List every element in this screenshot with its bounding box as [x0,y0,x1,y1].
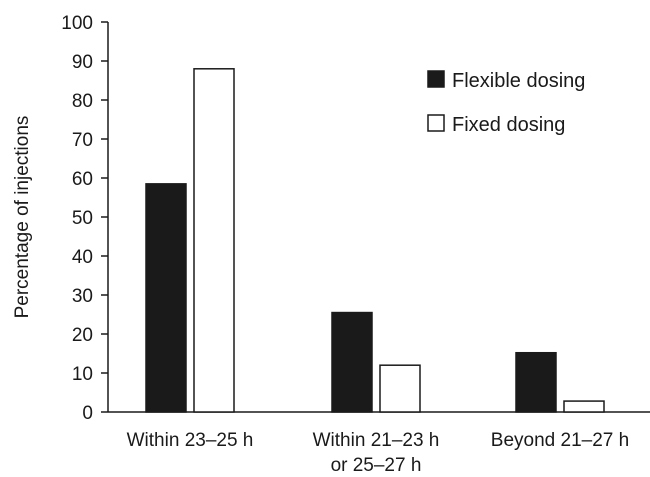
x-tick-label: Beyond 21–27 h [491,430,629,451]
legend-swatch [427,70,445,88]
legend-label: Flexible dosing [452,70,585,92]
bar-fixed-3 [563,400,605,413]
y-tick-label: 10 [72,364,93,385]
y-tick-label: 80 [72,91,93,112]
legend-swatch [427,114,445,132]
y-tick-label: 70 [72,130,93,151]
bars [145,68,605,413]
y-axis: 0 10 20 30 40 50 60 70 80 90 100 [61,13,109,424]
bar-flexible-1 [145,183,187,413]
y-tick-label: 20 [72,325,93,346]
y-tick-label: 30 [72,286,93,307]
x-tick-label: Within 23–25 h [127,430,254,451]
bar-flexible-3 [515,351,557,413]
x-tick-label: Within 21–23 h [313,430,440,451]
bar-flexible-2 [331,311,373,413]
y-tick-label: 60 [72,169,93,190]
bar-fixed-1 [193,68,235,413]
category-labels: Within 23–25 h Within 21–23 h or 25–27 h Be… [127,430,630,476]
legend: Flexible dosing Fixed dosing [427,70,585,136]
y-tick-label: 90 [72,52,93,73]
legend-label: Fixed dosing [452,114,565,136]
x-tick-label: or 25–27 h [331,455,422,476]
y-tick-label: 100 [61,13,93,34]
y-tick-label: 40 [72,247,93,268]
y-tick-label: 50 [72,208,93,229]
bar-fixed-2 [379,364,421,413]
y-tick-label: 0 [82,403,93,424]
y-axis-label: Percentage of injections [12,116,33,319]
